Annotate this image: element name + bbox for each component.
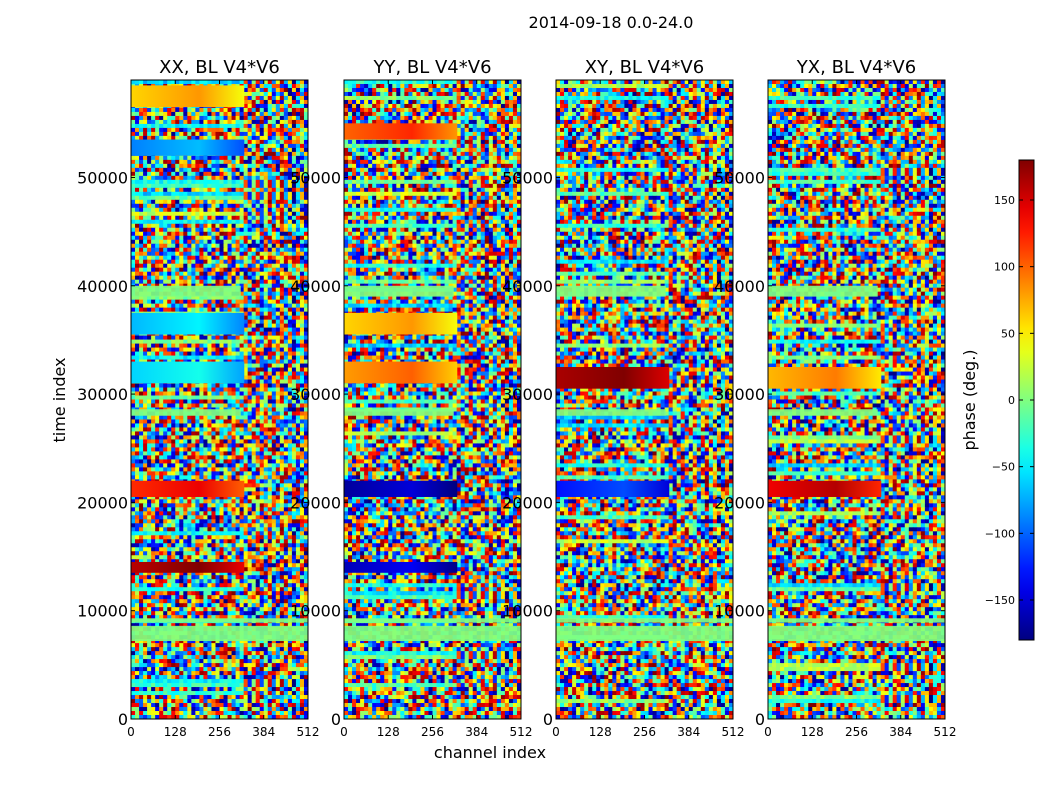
y-tick-label: 20000 xyxy=(714,493,765,512)
panel-0: XX, BL V4*V6 0 10000 20000 30000 40000 50000 0 1… xyxy=(77,57,319,739)
phase-band xyxy=(131,480,245,497)
colorbar-tick-label: −100 xyxy=(985,527,1015,540)
colorbar-tick-label: 0 xyxy=(1008,394,1015,407)
y-tick-label: 40000 xyxy=(77,277,128,296)
y-tick-label: 50000 xyxy=(502,168,553,187)
colorbar-tick-label: −50 xyxy=(992,461,1015,474)
phase-band xyxy=(131,361,245,384)
y-tick-label: 10000 xyxy=(290,602,341,621)
phase-band xyxy=(344,480,458,497)
y-tick-label: 20000 xyxy=(502,493,553,512)
phase-band xyxy=(556,480,670,497)
y-tick-label: 30000 xyxy=(77,385,128,404)
phase-band xyxy=(344,561,458,573)
panel-title: YY, BL V4*V6 xyxy=(372,57,491,78)
y-tick-label: 10000 xyxy=(714,602,765,621)
y-tick-label: 40000 xyxy=(502,277,553,296)
y-tick-label: 40000 xyxy=(290,277,341,296)
y-tick-label: 20000 xyxy=(290,493,341,512)
x-tick-label: 384 xyxy=(889,725,912,739)
colorbar: 150 100 50 0 −50 −100 −150 xyxy=(985,159,1035,641)
colorbar-label: phase (deg.) xyxy=(960,349,979,450)
colorbar-gradient xyxy=(1019,160,1034,640)
phase-band xyxy=(131,85,245,108)
panel-1: YY, BL V4*V6 0 10000 20000 30000 40000 50000 0 1… xyxy=(290,57,532,739)
x-tick-label: 256 xyxy=(208,725,231,739)
colorbar-tick-label: −150 xyxy=(985,594,1015,607)
y-tick-label: 0 xyxy=(543,710,553,729)
panel-1-image xyxy=(344,80,521,719)
y-tick-label: 0 xyxy=(331,710,341,729)
y-tick-label: 50000 xyxy=(77,168,128,187)
y-tick-label: 30000 xyxy=(290,385,341,404)
x-tick-label: 256 xyxy=(421,725,444,739)
figure-suptitle: 2014-09-18 0.0-24.0 xyxy=(529,13,694,32)
y-tick-label: 50000 xyxy=(290,168,341,187)
y-axis-label: time index xyxy=(50,357,69,442)
colorbar-tick-label: 150 xyxy=(994,194,1015,207)
x-tick-label: 512 xyxy=(510,725,533,739)
panel-3-image xyxy=(768,80,945,719)
x-tick-label: 0 xyxy=(764,725,772,739)
phase-band xyxy=(344,123,458,140)
x-tick-label: 512 xyxy=(934,725,957,739)
phase-band xyxy=(768,480,882,497)
y-tick-label: 30000 xyxy=(502,385,553,404)
x-tick-label: 384 xyxy=(252,725,275,739)
phase-band xyxy=(556,367,670,389)
x-tick-label: 256 xyxy=(633,725,656,739)
phase-band xyxy=(344,361,458,384)
x-tick-label: 0 xyxy=(552,725,560,739)
colorbar-tick-label: 100 xyxy=(994,261,1015,274)
x-tick-label: 256 xyxy=(845,725,868,739)
x-tick-label: 384 xyxy=(465,725,488,739)
panel-3: YX, BL V4*V6 0 10000 20000 30000 40000 50000 0 1… xyxy=(714,57,956,739)
phase-band xyxy=(344,312,458,335)
x-tick-label: 0 xyxy=(127,725,135,739)
x-tick-label: 512 xyxy=(297,725,320,739)
panel-title: XY, BL V4*V6 xyxy=(585,57,704,78)
phase-band xyxy=(131,312,245,335)
x-tick-label: 128 xyxy=(801,725,824,739)
y-tick-label: 10000 xyxy=(77,602,128,621)
x-tick-label: 384 xyxy=(677,725,700,739)
x-axis-label: channel index xyxy=(434,743,546,762)
panel-2: XY, BL V4*V6 0 10000 20000 30000 40000 50000 0 1… xyxy=(502,57,744,739)
y-tick-label: 10000 xyxy=(502,602,553,621)
phase-band xyxy=(131,561,245,573)
phase-band xyxy=(768,367,882,389)
x-tick-label: 128 xyxy=(377,725,400,739)
x-tick-label: 0 xyxy=(340,725,348,739)
phase-band xyxy=(131,139,245,156)
panel-0-image xyxy=(131,80,308,719)
y-tick-label: 50000 xyxy=(714,168,765,187)
x-tick-label: 128 xyxy=(589,725,612,739)
panel-2-image xyxy=(556,80,733,719)
colorbar-tick-label: 50 xyxy=(1001,327,1015,340)
x-tick-label: 128 xyxy=(164,725,187,739)
panel-title: XX, BL V4*V6 xyxy=(159,57,280,78)
x-tick-label: 512 xyxy=(722,725,745,739)
panels-group: XX, BL V4*V6 0 10000 20000 30000 40000 50000 0 1… xyxy=(77,57,956,739)
y-tick-label: 30000 xyxy=(714,385,765,404)
y-tick-label: 40000 xyxy=(714,277,765,296)
y-tick-label: 0 xyxy=(118,710,128,729)
y-tick-label: 20000 xyxy=(77,493,128,512)
y-tick-label: 0 xyxy=(755,710,765,729)
panel-title: YX, BL V4*V6 xyxy=(796,57,916,78)
